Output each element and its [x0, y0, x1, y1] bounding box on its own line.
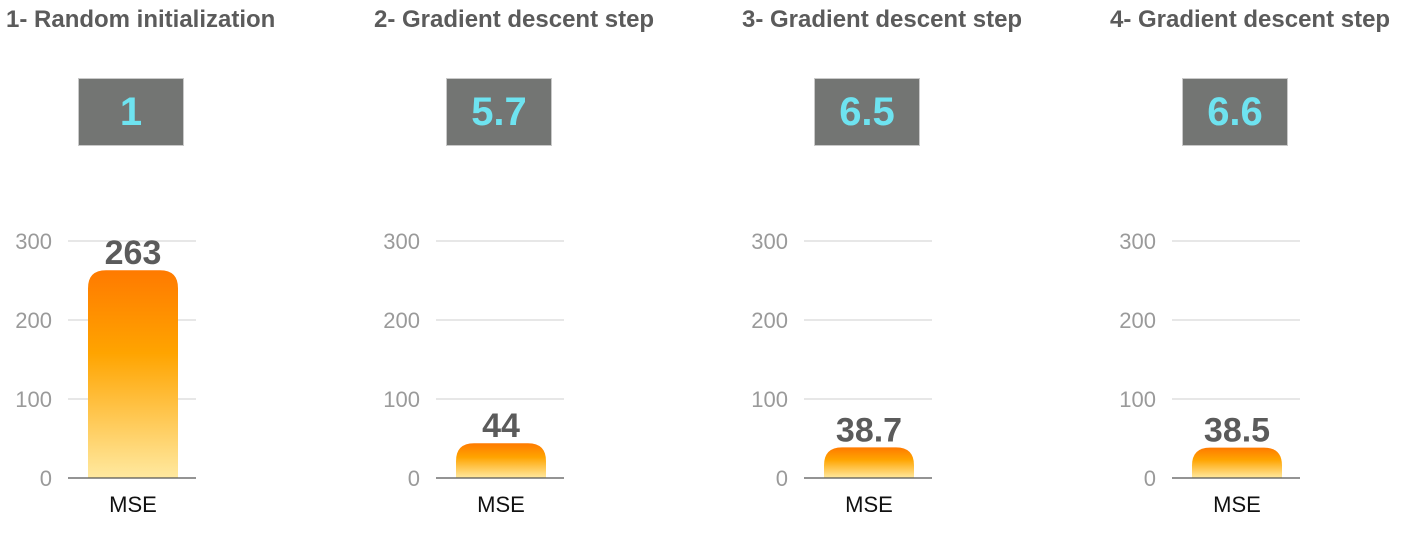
y-tick-label: 200: [383, 308, 420, 333]
y-tick-label: 0: [408, 466, 420, 491]
mse-bar-chart: 0 100 200 300 263 MSE: [15, 229, 196, 517]
y-tick-label: 300: [751, 229, 788, 254]
panel-3: 3- Gradient descent step 6.5 0 100 200 300 3…: [736, 0, 1096, 534]
parameter-value: 6.6: [1207, 89, 1263, 134]
y-tick-label: 300: [1119, 229, 1156, 254]
bar: [1192, 447, 1282, 478]
panel-title: 1- Random initialization: [6, 6, 276, 33]
y-tick-label: 0: [776, 466, 788, 491]
y-tick-label: 200: [751, 308, 788, 333]
panel-title: 3- Gradient descent step: [742, 6, 1023, 33]
panel-title: 4- Gradient descent step: [1110, 6, 1391, 33]
mse-bar-chart: 0 100 200 300 38.5 MSE: [1119, 229, 1300, 517]
parameter-box: 6.5: [814, 78, 920, 146]
y-tick-label: 100: [751, 387, 788, 412]
panel-1: 1- Random initialization 1 0 100 200 300 263…: [0, 0, 360, 534]
x-tick-label: MSE: [845, 492, 893, 517]
x-tick-label: MSE: [1213, 492, 1261, 517]
data-label: 38.7: [836, 411, 902, 449]
panel-title: 2- Gradient descent step: [374, 6, 655, 33]
x-tick-label: MSE: [109, 492, 157, 517]
bar: [88, 270, 178, 478]
parameter-value: 1: [119, 89, 143, 134]
bar: [824, 447, 914, 478]
y-tick-label: 300: [15, 229, 52, 254]
mse-bar-chart: 0 100 200 300 38.7 MSE: [751, 229, 932, 517]
y-tick-label: 300: [383, 229, 420, 254]
y-tick-label: 0: [1144, 466, 1156, 491]
parameter-value: 6.5: [839, 89, 895, 134]
parameter-value: 5.7: [471, 89, 527, 134]
x-tick-label: MSE: [477, 492, 525, 517]
data-label: 44: [482, 407, 520, 445]
panel-4: 4- Gradient descent step 6.6 0 100 200 300 3…: [1104, 0, 1427, 534]
y-tick-label: 100: [383, 387, 420, 412]
parameter-box: 6.6: [1182, 78, 1288, 146]
parameter-box: 1: [78, 78, 184, 146]
data-label: 38.5: [1204, 412, 1270, 450]
bar: [456, 443, 546, 478]
y-tick-label: 0: [40, 466, 52, 491]
panel-2: 2- Gradient descent step 5.7 0 100 200 300 4…: [368, 0, 728, 534]
y-tick-label: 100: [15, 387, 52, 412]
y-tick-label: 100: [1119, 387, 1156, 412]
data-label: 263: [105, 234, 162, 272]
y-tick-label: 200: [15, 308, 52, 333]
mse-bar-chart: 0 100 200 300 44 MSE: [383, 229, 564, 517]
parameter-box: 5.7: [446, 78, 552, 146]
y-tick-label: 200: [1119, 308, 1156, 333]
